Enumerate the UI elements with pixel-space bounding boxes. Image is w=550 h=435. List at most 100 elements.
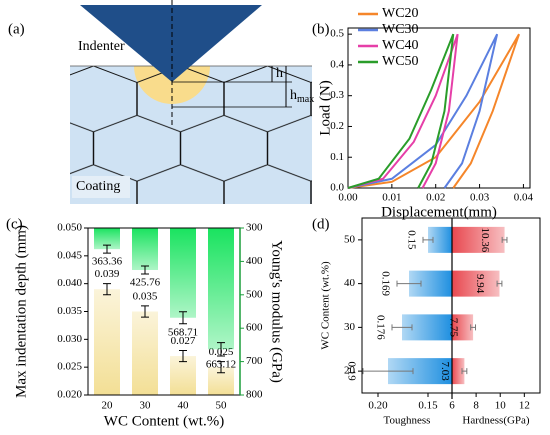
x-tick-label: 30 [140,400,152,412]
error-bar [217,361,225,374]
y-tick-label: 0.045 [57,249,82,261]
coating-label: Coating [76,179,120,194]
value-label: 0.039 [95,268,120,280]
error-bar [217,342,225,357]
x-tick-label: 6 [449,400,455,412]
bar [170,228,196,318]
bar [132,228,158,271]
bar [452,270,500,297]
hmax-label: hmax [290,88,314,105]
x-axis-title: WC Content (wt.%) [104,413,224,429]
error-bar [362,368,414,375]
y2-tick-label: 700 [246,355,263,367]
coating-label-box [72,176,130,198]
load-curve [347,33,520,189]
y2-tick-label: 800 [246,389,263,401]
y-tick-label: 0.025 [57,361,82,373]
value-label: 425.76 [130,277,161,289]
y-tick-label: 30 [344,321,356,333]
error-bar [391,324,413,331]
y2-tick-label: 600 [246,322,263,334]
bar [132,311,158,395]
error-bar [396,280,422,287]
bar [94,289,120,395]
error-bar [501,236,508,243]
value-label: 568.71 [168,326,198,338]
x-tick-label: 12 [519,400,530,412]
axis-title: Toughness [384,415,431,427]
error-bar [179,349,187,363]
h-label: h [276,66,283,81]
load-curve [347,33,455,189]
x-tick-label: 40 [178,400,190,412]
x-tick-label: 50 [216,400,228,412]
x-tick-label: 20 [102,400,114,412]
legend-label: WC40 [382,38,419,53]
value-label: 0.176 [374,315,386,340]
y-tick-label: 0.030 [57,333,82,345]
panel-label: (b) [312,21,330,37]
y-tick-label: 20 [344,365,356,377]
x-tick-label: 0.20 [368,400,388,412]
error-bar [496,280,503,287]
axis-title: Hardness(GPa) [462,415,530,427]
y-tick-label: 0.3 [330,89,344,101]
panel-label: (c) [6,216,23,232]
x-tick-label: 0.00 [338,192,358,204]
value-label: 7.75 [448,318,460,338]
panel-label: (d) [312,216,330,232]
y-axis-title: Max indentation depth (mm) [13,225,29,398]
x-tick-label: 0.15 [418,400,438,412]
bar [452,358,465,385]
x-tick-label: 8 [473,400,479,412]
y-tick-label: 0.2 [330,120,344,132]
x-tick-label: 10 [495,400,507,412]
x-tick-label: 0.01 [382,192,401,204]
bar [170,356,196,395]
error-bar [470,324,477,331]
y-axis-title: Load (N) [317,80,333,135]
x-axis-title: Displacement(mm) [381,204,497,220]
value-label: 10.36 [479,228,491,253]
hmax-sub: max [297,94,314,105]
value-label: 0.19 [345,362,357,382]
y-axis-title: WC Content (wt.%) [320,261,332,350]
value-label: 0.035 [133,290,158,302]
value-label: 0.15 [405,230,417,250]
bar [452,226,505,253]
y-tick-label: 40 [344,277,356,289]
y2-tick-label: 300 [246,222,263,234]
y2-tick-label: 400 [246,255,263,267]
x-tick-label: 0.04 [514,192,534,204]
error-bar [103,283,111,296]
indenter [80,5,262,82]
error-bar [422,236,434,243]
error-bar [141,265,149,275]
value-label: 9.94 [474,274,486,294]
error-bar [141,305,149,318]
value-label: 0.027 [171,335,196,347]
value-label: 663.12 [206,358,236,370]
x-tick-label: 0.02 [426,192,445,204]
y-tick-label: 0.1 [330,151,344,163]
bar [208,228,234,350]
y-tick-label: 0.040 [57,277,82,289]
y-tick-label: 50 [344,233,356,245]
y-tick-label: 0.5 [330,28,344,40]
bar [452,314,474,341]
error-bar [103,244,111,254]
load-curve [347,33,499,189]
hmax-base: h [290,88,297,103]
legend-label: WC30 [382,22,419,37]
y-tick-label: 0.035 [57,305,82,317]
y-tick-label: 0.0 [330,182,344,194]
bar [94,228,120,250]
error-bar [179,311,187,325]
value-label: 0.169 [379,271,391,296]
plot-frame [347,27,531,189]
value-label: 363.36 [92,256,123,268]
legend-label: WC20 [382,6,419,21]
y-tick-label: 0.020 [57,389,82,401]
y-tick-label: 0.4 [330,58,344,70]
